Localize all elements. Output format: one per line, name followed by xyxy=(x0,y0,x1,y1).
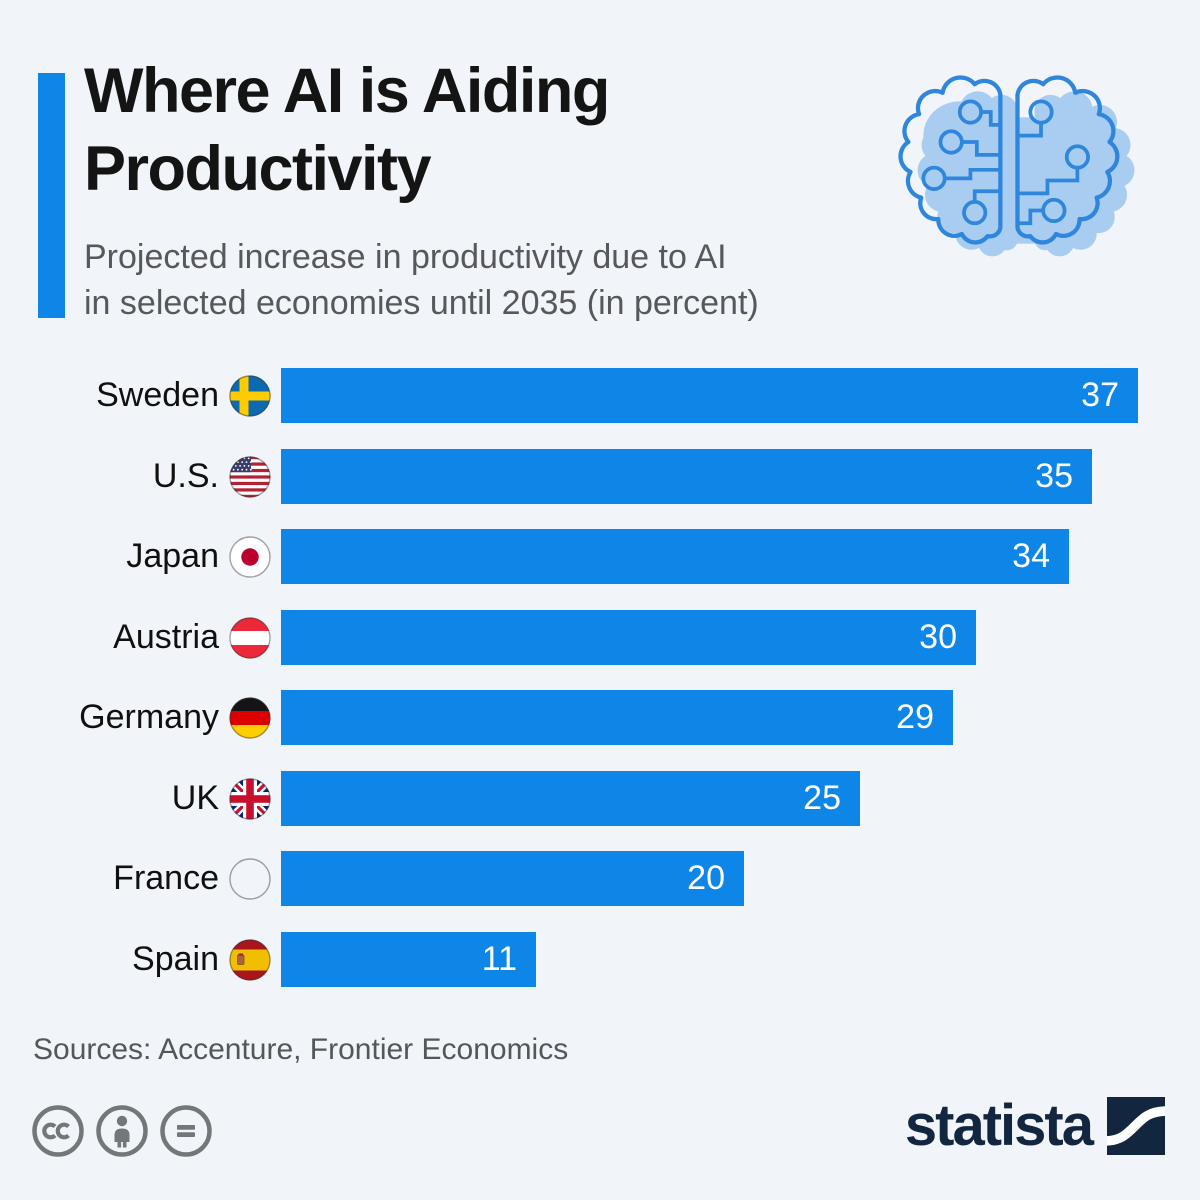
statista-logo[interactable]: statista xyxy=(905,1092,1165,1159)
equals-icon[interactable] xyxy=(159,1104,213,1158)
country-label: UK xyxy=(171,779,219,817)
bar-value-label: 20 xyxy=(687,859,725,897)
chart-row-spain: Spain 11 xyxy=(0,932,1200,987)
country-label: Spain xyxy=(132,940,219,978)
bar-uk: 25 xyxy=(281,771,860,826)
bar-value-label: 29 xyxy=(896,698,934,736)
bar-value-label: 34 xyxy=(1012,537,1050,575)
flag-us-icon xyxy=(219,455,281,498)
sources-text: Sources: Accenture, Frontier Economics xyxy=(33,1033,569,1066)
country-label: U.S. xyxy=(152,457,219,495)
bar-value-label: 35 xyxy=(1035,457,1073,495)
bar-value-label: 37 xyxy=(1081,376,1119,414)
country-label: Germany xyxy=(79,698,219,736)
flag-es-icon xyxy=(219,938,281,981)
bar-germany: 29 xyxy=(281,690,953,745)
title-line-1: Where AI is Aiding xyxy=(84,56,610,126)
flag-gb-icon xyxy=(219,777,281,820)
country-label: France xyxy=(113,859,219,897)
bar-japan: 34 xyxy=(281,529,1069,584)
bar-value-label: 11 xyxy=(481,940,517,978)
cc-icon[interactable] xyxy=(31,1104,85,1158)
attribution-person-icon[interactable] xyxy=(95,1104,149,1158)
flag-at-icon xyxy=(219,616,281,659)
flag-de-icon xyxy=(219,696,281,739)
title-line-2: Productivity xyxy=(84,134,432,204)
circuit-brain-icon xyxy=(898,75,1135,257)
bar-austria: 30 xyxy=(281,610,976,665)
chart-row-germany: Germany 29 xyxy=(0,690,1200,745)
chart-row-us: U.S. 35 xyxy=(0,449,1200,504)
statista-wordmark: statista xyxy=(904,1093,1094,1158)
bar-spain: 11 xyxy=(281,932,536,987)
bar-value-label: 30 xyxy=(919,618,957,656)
page-subtitle: Projected increase in productivity due t… xyxy=(84,234,759,326)
country-label: Japan xyxy=(126,537,219,575)
bar-chart: Sweden 37 U.S. 35 Japan 34 Austria 30 Germany 29 U… xyxy=(0,368,1200,993)
flag-fr-icon xyxy=(219,857,281,900)
title-accent-bar xyxy=(38,73,65,318)
subtitle-line-2: in selected economies until 2035 (in per… xyxy=(84,284,759,322)
flag-jp-icon xyxy=(219,535,281,578)
chart-row-japan: Japan 34 xyxy=(0,529,1200,584)
chart-row-sweden: Sweden 37 xyxy=(0,368,1200,423)
chart-row-austria: Austria 30 xyxy=(0,610,1200,665)
cc-license-badges[interactable] xyxy=(31,1104,213,1158)
bar-sweden: 37 xyxy=(281,368,1138,423)
subtitle-line-1: Projected increase in productivity due t… xyxy=(84,238,727,276)
statista-s-curve-icon xyxy=(1107,1096,1165,1155)
flag-se-icon xyxy=(219,374,281,417)
bar-france: 20 xyxy=(281,851,744,906)
bar-value-label: 25 xyxy=(803,779,841,817)
country-label: Sweden xyxy=(96,376,219,414)
chart-row-france: France 20 xyxy=(0,851,1200,906)
country-label: Austria xyxy=(113,618,219,656)
bar-us: 35 xyxy=(281,449,1092,504)
chart-row-uk: UK 25 xyxy=(0,771,1200,826)
page-title: Where AI is Aiding Productivity xyxy=(84,52,610,208)
